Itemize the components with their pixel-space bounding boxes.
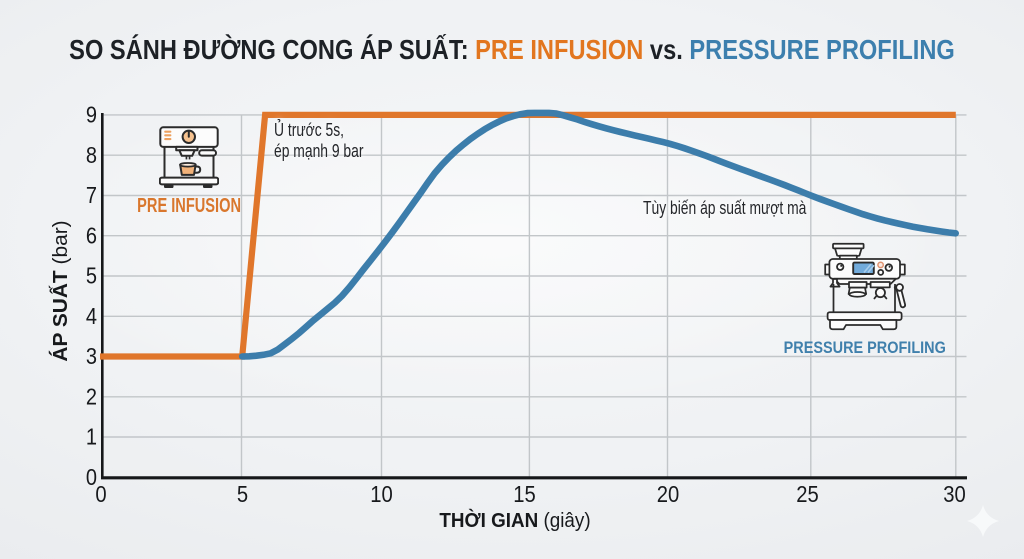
svg-text:3: 3 — [86, 343, 97, 370]
svg-text:5: 5 — [86, 262, 97, 289]
svg-text:10: 10 — [370, 481, 393, 508]
svg-text:9: 9 — [86, 101, 97, 128]
svg-text:0: 0 — [86, 464, 97, 491]
svg-text:4: 4 — [86, 303, 97, 330]
svg-text:2: 2 — [86, 383, 97, 410]
svg-text:5: 5 — [237, 481, 248, 508]
svg-text:ÁP SUẤT (bar): ÁP SUẤT (bar) — [49, 220, 72, 361]
svg-text:7: 7 — [86, 182, 97, 209]
svg-text:6: 6 — [86, 222, 97, 249]
svg-text:1: 1 — [86, 423, 97, 450]
svg-text:20: 20 — [657, 481, 680, 508]
svg-text:25: 25 — [796, 481, 819, 508]
svg-text:0: 0 — [95, 481, 106, 508]
svg-text:8: 8 — [86, 142, 97, 169]
svg-text:15: 15 — [513, 481, 536, 508]
svg-text:THỜI GIAN (giây): THỜI GIAN (giây) — [439, 507, 590, 532]
svg-text:30: 30 — [943, 481, 966, 508]
